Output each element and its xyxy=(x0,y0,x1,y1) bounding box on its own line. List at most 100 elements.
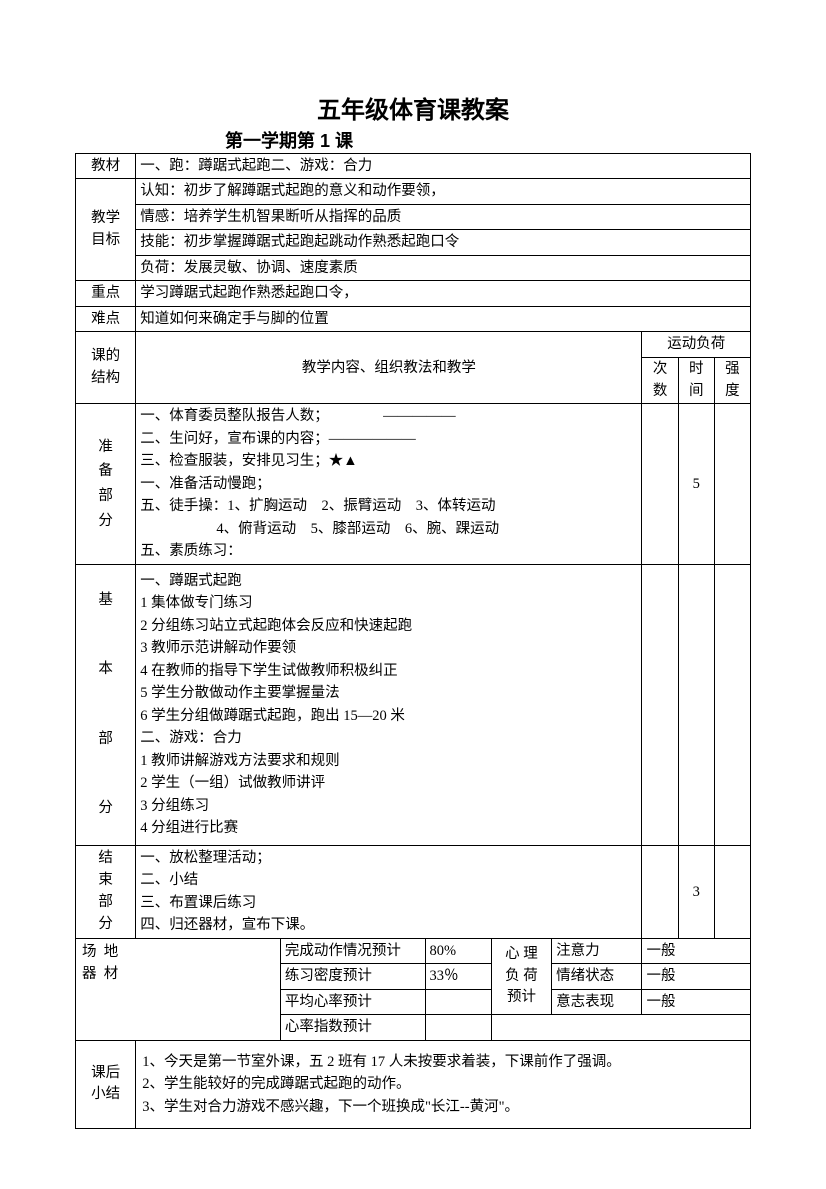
table-row: 教材 一、跑：蹲踞式起跑二、游戏：合力 xyxy=(76,154,751,179)
predict-label: 平均心率预计 xyxy=(280,989,425,1014)
content-line: 4 分组进行比赛 xyxy=(140,817,637,839)
content-line: 一、蹲踞式起跑 xyxy=(140,570,637,592)
xinli-val: 一般 xyxy=(642,938,751,963)
content-line: 三、检查服装，安排见习生；★▲ xyxy=(140,450,637,472)
label-text: 部 xyxy=(98,892,113,914)
jiben-time xyxy=(678,564,714,845)
xinli-item: 意志表现 xyxy=(552,989,642,1014)
predict-val: 33％ xyxy=(425,964,491,989)
content-line: 五、素质练习： xyxy=(140,540,637,562)
label-text: 数 xyxy=(653,381,668,403)
table-row: 难点 知道如何来确定手与脚的位置 xyxy=(76,306,751,331)
mubiao-row: 情感：培养学生机智果断听从指挥的品质 xyxy=(136,204,751,229)
xinli-val: 一般 xyxy=(642,989,751,1014)
zhongdian-text: 学习蹲踞式起跑作熟悉起跑口令， xyxy=(136,281,751,306)
label-text: 预计 xyxy=(507,987,536,1009)
xinli-val: 一般 xyxy=(642,964,751,989)
jiben-label: 基 本 部 分 xyxy=(76,564,136,845)
page-title: 五年级体育课教案 xyxy=(75,90,751,125)
predict-val xyxy=(425,989,491,1014)
content-line: 二、游戏：合力 xyxy=(140,727,637,749)
empty-cell xyxy=(491,1015,750,1040)
content-line: 四、归还器材，宣布下课。 xyxy=(140,914,637,936)
content-line: 6 学生分组做蹲踞式起跑，跑出 15—20 米 xyxy=(140,705,637,727)
jieshu-content: 一、放松整理活动； 二、小结 三、布置课后练习 四、归还器材，宣布下课。 xyxy=(136,845,642,938)
lesson-plan-table: 教材 一、跑：蹲踞式起跑二、游戏：合力 教学 目标 认知：初步了解蹲踞式起跑的意… xyxy=(75,153,751,1129)
yundongfuhe-header: 运动负荷 xyxy=(642,332,751,357)
label-text: 课后 xyxy=(91,1063,120,1085)
content-line: 一、准备活动慢跑； xyxy=(140,473,637,495)
zhunbei-content: 一、体育委员整队报告人数； ————— 二、生问好，宣布课的内容；—————— … xyxy=(136,404,642,564)
xinli-item: 注意力 xyxy=(552,938,642,963)
page-subtitle: 第一学期第 1 课 xyxy=(225,127,751,153)
label-text: 教学 xyxy=(91,208,120,230)
table-row: 教学 目标 认知：初步了解蹲踞式起跑的意义和动作要领， xyxy=(76,179,751,204)
zhunbei-label: 准 备 部 分 xyxy=(76,404,136,564)
table-row: 课的 结构 教学内容、组织教法和教学 运动负荷 xyxy=(76,332,751,357)
label-text: 分 xyxy=(98,914,113,936)
nandian-label: 难点 xyxy=(76,306,136,331)
content-line: 一、体育委员整队报告人数； ————— xyxy=(140,405,637,427)
predict-label: 完成动作情况预计 xyxy=(280,938,425,963)
content-line: 三、布置课后练习 xyxy=(140,892,637,914)
label-text: 小结 xyxy=(91,1084,120,1106)
label-text: 基 xyxy=(98,566,113,636)
label-text: 负 荷 xyxy=(505,966,538,988)
label-text: 部 xyxy=(98,484,113,509)
table-row: 负荷：发展灵敏、协调、速度素质 xyxy=(76,255,751,280)
content-line: 3 教师示范讲解动作要领 xyxy=(140,637,637,659)
label-text: 分 xyxy=(98,774,113,844)
content-line: 4、俯背运动 5、膝部运动 6、腕、踝运动 xyxy=(140,518,637,540)
table-row: 结 束 部 分 一、放松整理活动； 二、小结 三、布置课后练习 四、归还器材，宣… xyxy=(76,845,751,938)
label-text: 材 xyxy=(104,966,119,982)
content-line: 4 在教师的指导下学生试做教师积极纠正 xyxy=(140,660,637,682)
cishu-header: 次 数 xyxy=(642,357,678,404)
changdi-label: 场 地 器 材 xyxy=(76,938,281,1040)
content-line: 一、放松整理活动； xyxy=(140,847,637,869)
content-line: 2 学生（一组）试做教师讲评 xyxy=(140,772,637,794)
content-line: 3、学生对合力游戏不感兴趣，下一个班换成"长江--黄河"。 xyxy=(142,1096,744,1118)
content-line: 1 教师讲解游戏方法要求和规则 xyxy=(140,750,637,772)
zhongdian-label: 重点 xyxy=(76,281,136,306)
label-text: 结构 xyxy=(91,368,120,390)
label-text: 分 xyxy=(98,509,113,534)
label-text: 准 xyxy=(98,435,113,460)
mubiao-label: 教学 目标 xyxy=(76,179,136,281)
label-text: 备 xyxy=(98,459,113,484)
kedi-label: 课的 结构 xyxy=(76,332,136,404)
label-text: 结 xyxy=(98,848,113,870)
label-text: 次 xyxy=(653,359,668,381)
label-text: 强 xyxy=(725,359,740,381)
label-text: 地 xyxy=(104,944,119,960)
zhunbei-qiangdu xyxy=(714,404,750,564)
xinli-item: 情绪状态 xyxy=(552,964,642,989)
content-line: 5 学生分散做动作主要掌握量法 xyxy=(140,682,637,704)
jiben-cishu xyxy=(642,564,678,845)
nandian-text: 知道如何来确定手与脚的位置 xyxy=(136,306,751,331)
label-text: 器 xyxy=(82,966,97,982)
mubiao-row: 认知：初步了解蹲踞式起跑的意义和动作要领， xyxy=(136,179,751,204)
kehou-label: 课后 小结 xyxy=(76,1040,136,1128)
jiaocai-text: 一、跑：蹲踞式起跑二、游戏：合力 xyxy=(136,154,751,179)
content-line: 2 分组练习站立式起跑体会反应和快速起跑 xyxy=(140,615,637,637)
qiangdu-header: 强 度 xyxy=(714,357,750,404)
predict-val xyxy=(425,1015,491,1040)
label-text: 本 xyxy=(98,635,113,705)
table-row: 情感：培养学生机智果断听从指挥的品质 xyxy=(76,204,751,229)
jiben-qiangdu xyxy=(714,564,750,845)
jiben-content: 一、蹲踞式起跑 1 集体做专门练习 2 分组练习站立式起跑体会反应和快速起跑 3… xyxy=(136,564,642,845)
label-text: 时 xyxy=(689,359,704,381)
shijian-header: 时 间 xyxy=(678,357,714,404)
label-text: 场 xyxy=(82,944,97,960)
mubiao-row: 技能：初步掌握蹲踞式起跑起跳动作熟悉起跑口令 xyxy=(136,230,751,255)
table-row: 课后 小结 1、今天是第一节室外课，五 2 班有 17 人未按要求着装，下课前作… xyxy=(76,1040,751,1128)
table-row: 技能：初步掌握蹲踞式起跑起跳动作熟悉起跑口令 xyxy=(76,230,751,255)
label-text: 课的 xyxy=(91,346,120,368)
predict-val: 80% xyxy=(425,938,491,963)
zhunbei-cishu xyxy=(642,404,678,564)
jieshu-qiangdu xyxy=(714,845,750,938)
content-header: 教学内容、组织教法和教学 xyxy=(136,332,642,404)
content-line: 二、小结 xyxy=(140,869,637,891)
jieshu-cishu xyxy=(642,845,678,938)
jiaocai-label: 教材 xyxy=(76,154,136,179)
